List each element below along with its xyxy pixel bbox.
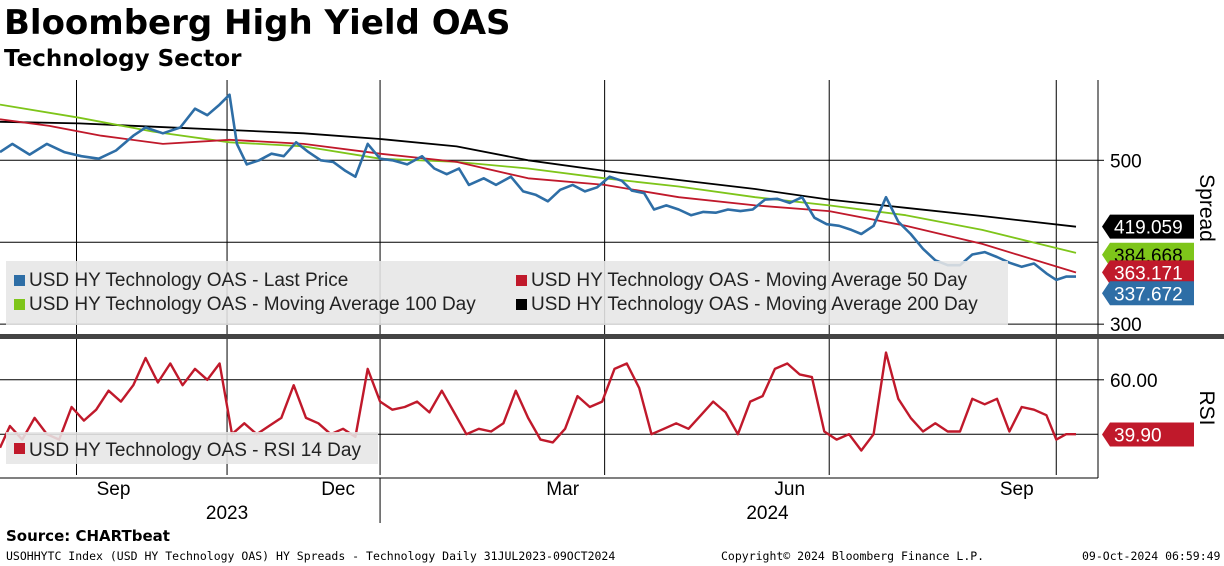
page-title: Bloomberg High Yield OAS [4, 3, 511, 43]
y-axis-title-lower: RSI [1195, 390, 1218, 425]
legend-label: USD HY Technology OAS - Moving Average 2… [531, 294, 978, 315]
legend-box-lower [6, 432, 378, 464]
legend-swatch [14, 443, 25, 454]
x-tick-label: Jun [774, 479, 805, 500]
y-tick-label-lower: 60.00 [1110, 371, 1158, 392]
timestamp: 09-Oct-2024 06:59:49 [1082, 549, 1221, 563]
y-tick-label-upper: 300 [1110, 315, 1142, 336]
ticker-info: USOHHYTC Index (USD HY Technology OAS) H… [6, 549, 616, 563]
copyright-note: Copyright© 2024 Bloomberg Finance L.P. [721, 549, 985, 563]
x-tick-label: Mar [546, 479, 579, 500]
series-line-last-price [0, 93, 1076, 282]
legend-swatch [516, 299, 527, 310]
last-value-flag [1102, 214, 1194, 239]
series-line-rsi [0, 351, 1076, 452]
y-tick-label-upper: 500 [1110, 151, 1142, 172]
last-value-flag [1102, 422, 1194, 447]
plot-series [0, 93, 1077, 452]
last-value-flag [1102, 260, 1194, 285]
legend-swatch [14, 275, 25, 286]
x-year-label: 2024 [746, 503, 789, 524]
legend-label: USD HY Technology OAS - Last Price [29, 270, 348, 291]
panel-divider [0, 334, 1224, 339]
legend-swatch [14, 299, 25, 310]
axes: 50030060.00384.668363.171419.059337.6723… [0, 80, 1224, 524]
legend-box-upper [6, 261, 1008, 325]
series-line-ma50 [0, 118, 1077, 274]
x-year-label: 2023 [206, 503, 248, 524]
x-tick-label: Sep [97, 479, 131, 500]
last-value-label: 419.059 [1114, 218, 1183, 239]
legend: USD HY Technology OAS - Last Price USD HY… [6, 261, 1008, 464]
last-value-flag [1102, 281, 1194, 306]
last-value-label: 39.90 [1114, 425, 1162, 446]
y-axis-title-upper: Spread [1195, 174, 1218, 242]
source-note: Source: CHARTbeat [6, 527, 170, 545]
series-line-ma200 [0, 120, 1077, 228]
x-tick-label: Sep [1000, 479, 1034, 500]
legend-label: USD HY Technology OAS - RSI 14 Day [29, 440, 361, 461]
last-value-label: 363.171 [1114, 263, 1183, 284]
legend-label: USD HY Technology OAS - Moving Average 5… [531, 270, 968, 291]
legend-label: USD HY Technology OAS - Moving Average 1… [29, 294, 476, 315]
gridlines [0, 80, 1098, 475]
last-value-label: 337.672 [1114, 284, 1183, 305]
legend-swatch [516, 275, 527, 286]
page-subtitle: Technology Sector [4, 46, 242, 72]
x-tick-label: Dec [321, 479, 355, 500]
